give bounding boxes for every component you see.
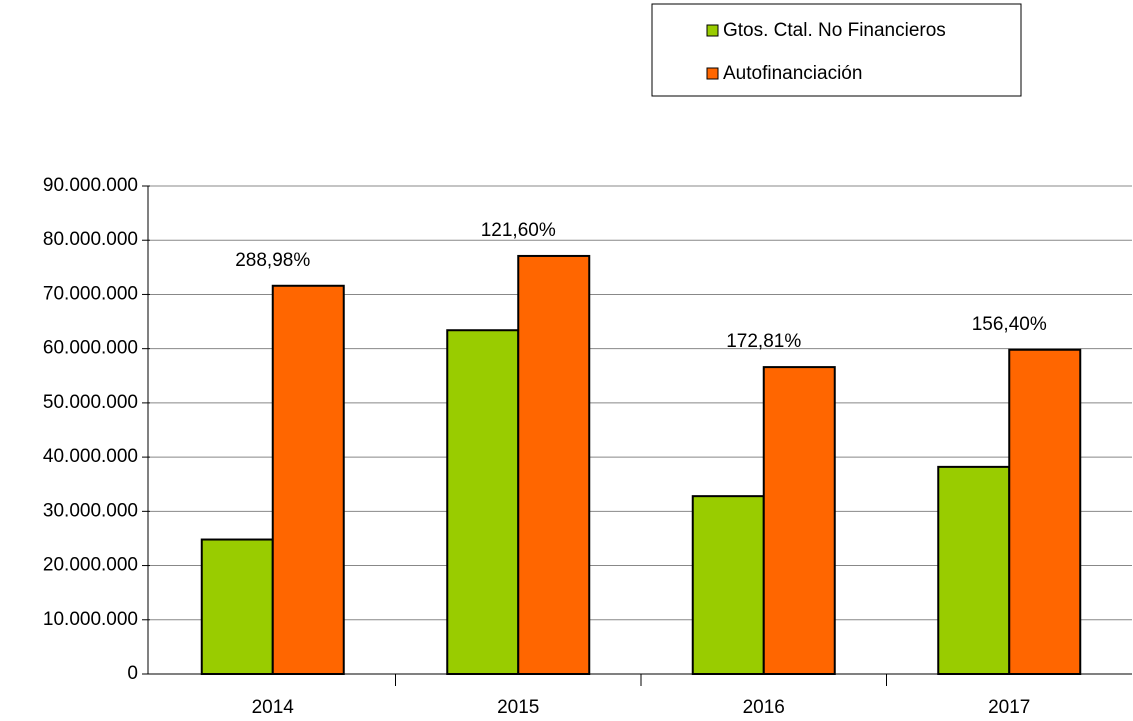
legend-label: Autofinanciación xyxy=(723,63,862,84)
x-tick-label: 2016 xyxy=(743,697,785,718)
y-tick-label: 10.000.000 xyxy=(43,609,138,630)
y-tick-label: 50.000.000 xyxy=(43,392,138,413)
x-tick-label: 2017 xyxy=(988,697,1030,718)
bar xyxy=(446,329,520,675)
y-tick-label: 0 xyxy=(127,663,138,684)
bar xyxy=(937,465,1011,676)
x-tick-label: 2015 xyxy=(497,697,539,718)
y-tick-label: 40.000.000 xyxy=(43,446,138,467)
legend-swatch xyxy=(706,24,719,37)
y-tick-label: 60.000.000 xyxy=(43,338,138,359)
bar xyxy=(271,284,345,675)
y-tick-label: 80.000.000 xyxy=(43,229,138,250)
bar xyxy=(691,495,765,676)
y-tick-label: 90.000.000 xyxy=(43,175,138,196)
annotation: 172,81% xyxy=(726,331,801,352)
bar xyxy=(762,366,836,675)
legend-label: Gtos. Ctal. No Financieros xyxy=(723,20,946,41)
legend-box xyxy=(651,3,1022,97)
annotation: 121,60% xyxy=(481,220,556,241)
y-tick-label: 20.000.000 xyxy=(43,555,138,576)
x-tick-label: 2014 xyxy=(252,697,295,718)
bar xyxy=(1008,348,1082,675)
bar xyxy=(517,254,591,676)
legend-swatch xyxy=(706,67,719,80)
annotation: 156,40% xyxy=(972,314,1047,335)
y-tick-label: 30.000.000 xyxy=(43,500,138,521)
bar xyxy=(200,538,274,675)
y-tick-label: 70.000.000 xyxy=(43,283,138,304)
annotation: 288,98% xyxy=(235,250,310,271)
